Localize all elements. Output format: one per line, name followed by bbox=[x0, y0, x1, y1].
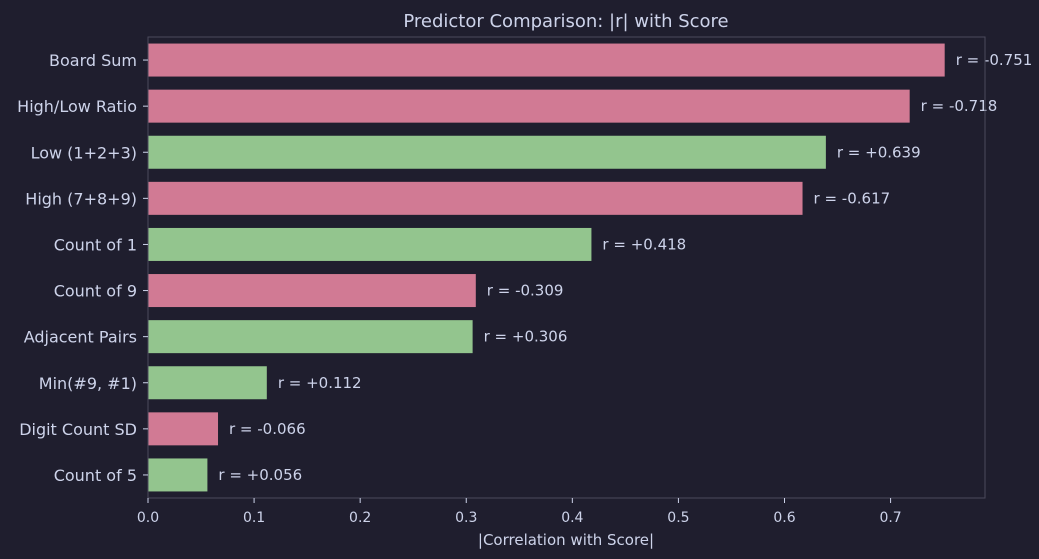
y-tick-label-5: Count of 9 bbox=[54, 282, 137, 301]
bar-7 bbox=[148, 366, 267, 400]
x-axis: 0.0 0.1 0.2 0.3 0.4 0.5 0.6 0.7 bbox=[137, 498, 902, 526]
y-tick-label-2: Low (1+2+3) bbox=[31, 143, 137, 162]
x-tick-label-3: 0.3 bbox=[455, 510, 477, 526]
bar-2 bbox=[148, 135, 826, 169]
y-tick-label-0: Board Sum bbox=[49, 51, 137, 70]
x-axis-label: |Correlation with Score| bbox=[478, 531, 654, 549]
x-tick-label-2: 0.2 bbox=[349, 510, 371, 526]
plot-frame bbox=[147, 36, 986, 499]
x-tick-label-1: 0.1 bbox=[243, 510, 265, 526]
y-tick-label-3: High (7+8+9) bbox=[25, 189, 137, 208]
data-label-5: r = -0.309 bbox=[487, 282, 564, 300]
bar-8 bbox=[148, 412, 219, 446]
bar-0 bbox=[148, 43, 945, 77]
x-tick-label-6: 0.6 bbox=[773, 510, 795, 526]
data-label-2: r = +0.639 bbox=[837, 143, 921, 161]
y-axis: Board Sum High/Low Ratio Low (1+2+3) High (… bbox=[17, 51, 148, 485]
x-tick-label-0: 0.0 bbox=[137, 510, 159, 526]
data-label-3: r = -0.617 bbox=[814, 189, 891, 207]
data-label-6: r = +0.306 bbox=[484, 328, 568, 346]
chart-title: Predictor Comparison: |r| with Score bbox=[403, 11, 728, 32]
data-label-8: r = -0.066 bbox=[229, 420, 306, 438]
bars-group: r = -0.751 r = -0.718 r = +0.639 r = -0.617… bbox=[148, 43, 1033, 492]
x-tick-label-7: 0.7 bbox=[879, 510, 901, 526]
bar-1 bbox=[148, 89, 910, 123]
y-tick-label-1: High/Low Ratio bbox=[17, 97, 137, 116]
y-tick-label-8: Digit Count SD bbox=[19, 420, 137, 439]
y-tick-label-7: Min(#9, #1) bbox=[39, 374, 137, 393]
data-label-9: r = +0.056 bbox=[218, 466, 302, 484]
y-tick-label-4: Count of 1 bbox=[54, 235, 137, 254]
bar-9 bbox=[148, 458, 208, 492]
data-label-0: r = -0.751 bbox=[956, 51, 1033, 69]
bar-3 bbox=[148, 181, 803, 215]
y-tick-label-9: Count of 5 bbox=[54, 466, 137, 485]
bar-5 bbox=[148, 274, 476, 308]
x-tick-label-4: 0.4 bbox=[561, 510, 583, 526]
data-label-1: r = -0.718 bbox=[921, 97, 998, 115]
bar-6 bbox=[148, 320, 473, 354]
data-label-7: r = +0.112 bbox=[278, 374, 362, 392]
bar-4 bbox=[148, 227, 592, 261]
data-label-4: r = +0.418 bbox=[602, 235, 686, 253]
x-tick-label-5: 0.5 bbox=[667, 510, 689, 526]
y-tick-label-6: Adjacent Pairs bbox=[24, 328, 137, 347]
